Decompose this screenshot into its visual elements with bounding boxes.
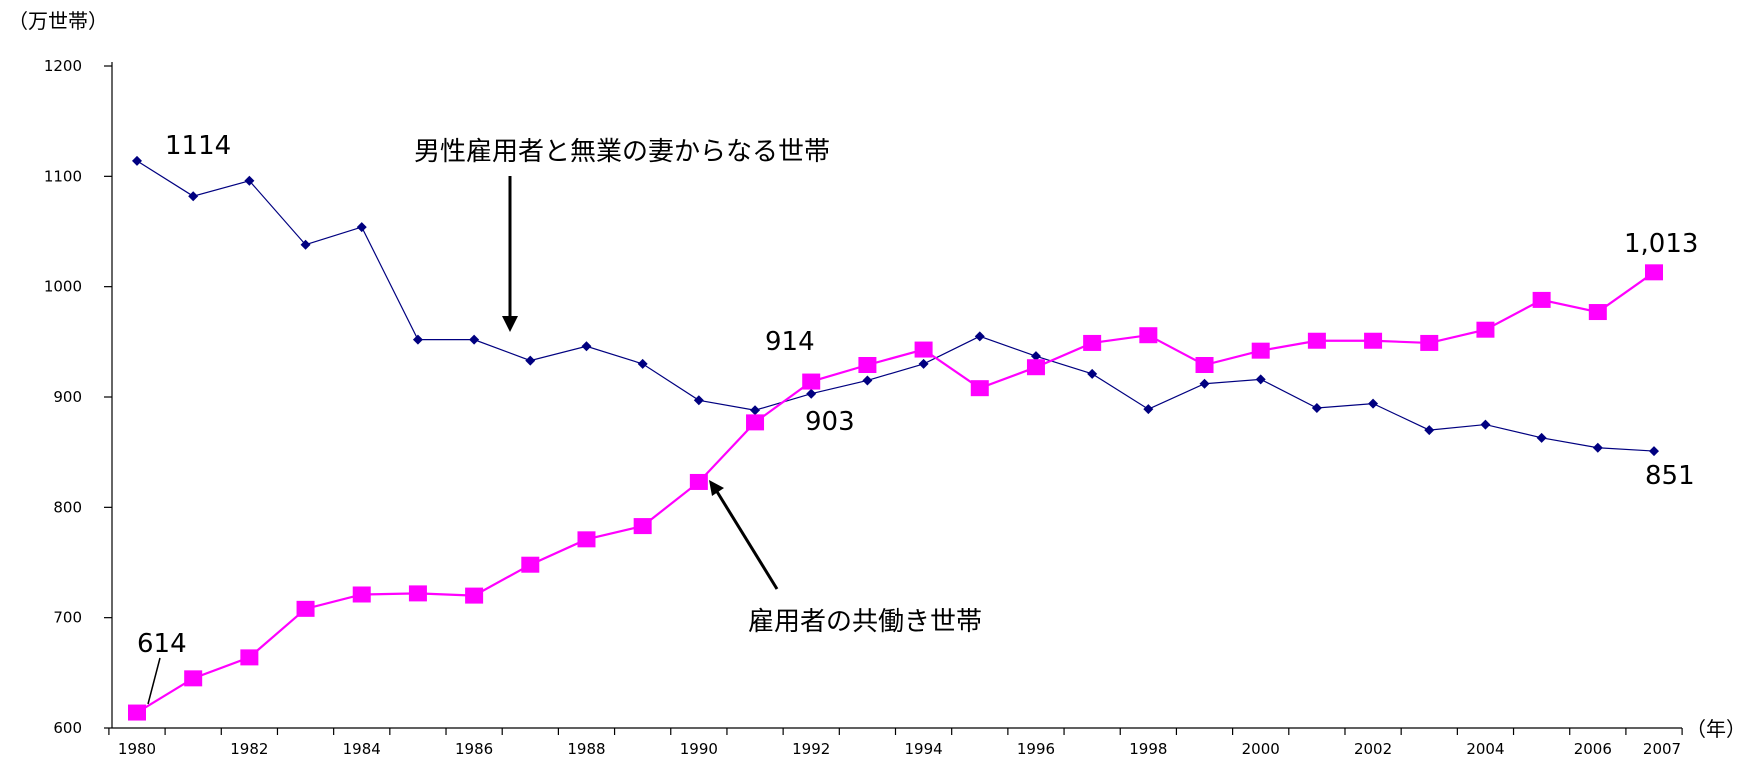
- point-housewife: [1199, 378, 1210, 389]
- x-tick-label: 1980: [118, 740, 156, 758]
- x-tick-label: 1992: [792, 740, 830, 758]
- point-dualincome: [1195, 357, 1214, 374]
- point-housewife: [1087, 368, 1098, 379]
- point-housewife: [469, 334, 480, 345]
- point-dualincome: [521, 556, 540, 573]
- point-dualincome: [1645, 264, 1663, 281]
- x-ticks: 1980 1982 1984 1986 1988 1990 1992 1994 1996 1998…: [108, 728, 1683, 758]
- series-line-dualincome: [136, 271, 1655, 714]
- point-housewife: [1649, 446, 1659, 457]
- data-label-leader-614: [147, 657, 161, 705]
- point-dualincome: [577, 531, 596, 548]
- y-ticks: 600 700 800 900 1000 1100 1200: [44, 57, 112, 737]
- annotation-arrow-dualincome: [714, 489, 779, 590]
- annotation-arrowhead-housewife: [502, 316, 518, 332]
- series-layer: [128, 155, 1663, 721]
- point-housewife: [132, 155, 142, 166]
- point-dualincome: [802, 373, 821, 390]
- x-tick-label: 1984: [343, 740, 381, 758]
- point-housewife: [750, 405, 761, 416]
- point-housewife: [918, 358, 929, 369]
- point-housewife: [1424, 425, 1435, 436]
- x-tick-label: 2000: [1242, 740, 1280, 758]
- point-housewife: [637, 358, 648, 369]
- data-label-1980-dualincome: 614: [137, 629, 187, 659]
- point-housewife: [806, 388, 817, 399]
- point-housewife: [1143, 404, 1154, 415]
- x-tick-label: 1998: [1129, 740, 1167, 758]
- annotation-arrowhead-dualincome: [709, 480, 724, 496]
- point-dualincome: [408, 585, 427, 602]
- series-line-housewife: [136, 160, 1655, 452]
- point-housewife: [1592, 442, 1603, 453]
- data-label-1980-housewife: 1114: [165, 131, 231, 161]
- x-tick-label: 2004: [1466, 740, 1504, 758]
- point-dualincome: [1532, 291, 1551, 308]
- point-dualincome: [1588, 304, 1607, 321]
- point-housewife: [188, 191, 199, 202]
- point-housewife: [974, 331, 985, 342]
- y-unit-label: （万世帯）: [8, 9, 108, 33]
- x-unit-label: （年）: [1686, 717, 1746, 741]
- y-tick-label: 600: [53, 719, 82, 737]
- point-dualincome: [184, 670, 203, 687]
- point-dualincome: [240, 649, 259, 666]
- point-dualincome: [1307, 332, 1326, 349]
- point-housewife: [1255, 374, 1266, 385]
- x-tick-label: 2007: [1643, 740, 1681, 758]
- annotation-housewife-households: 男性雇用者と無業の妻からなる世帯: [414, 137, 830, 167]
- point-housewife: [1311, 403, 1322, 414]
- point-housewife: [1368, 398, 1379, 409]
- point-dualincome: [633, 518, 652, 535]
- point-dualincome: [128, 704, 146, 721]
- point-dualincome: [746, 414, 765, 431]
- point-dualincome: [858, 357, 877, 374]
- y-tick-label: 800: [53, 498, 82, 516]
- point-dualincome: [352, 586, 371, 603]
- x-tick-label: 1996: [1017, 740, 1055, 758]
- point-dualincome: [296, 600, 315, 617]
- x-tick-label: 1988: [567, 740, 605, 758]
- data-label-1992-housewife: 903: [805, 407, 855, 437]
- point-dualincome: [689, 473, 708, 490]
- x-tick-label: 2002: [1354, 740, 1392, 758]
- y-tick-label: 1100: [44, 167, 82, 185]
- point-housewife: [525, 355, 536, 366]
- y-tick-label: 700: [53, 609, 82, 627]
- x-tick-label: 1990: [680, 740, 718, 758]
- point-dualincome: [1083, 334, 1102, 351]
- point-housewife: [862, 375, 873, 386]
- point-housewife: [244, 175, 255, 186]
- x-tick-label: 1986: [455, 740, 493, 758]
- point-dualincome: [465, 587, 484, 604]
- point-dualincome: [1251, 342, 1270, 359]
- y-tick-label: 900: [53, 388, 82, 406]
- data-label-2007-housewife: 851: [1645, 461, 1695, 491]
- annotation-dualincome-households: 雇用者の共働き世帯: [748, 607, 982, 637]
- point-dualincome: [1139, 327, 1158, 344]
- point-housewife: [581, 341, 592, 352]
- point-housewife: [356, 222, 367, 233]
- x-tick-label: 1982: [230, 740, 268, 758]
- point-housewife: [1030, 351, 1041, 362]
- y-tick-label: 1200: [44, 57, 82, 75]
- point-dualincome: [1026, 359, 1045, 376]
- x-tick-label: 2006: [1574, 740, 1612, 758]
- y-tick-label: 1000: [44, 278, 82, 296]
- point-dualincome: [1476, 321, 1495, 338]
- x-tick-label: 1994: [904, 740, 942, 758]
- point-dualincome: [914, 341, 933, 358]
- point-dualincome: [1420, 334, 1439, 351]
- point-housewife: [412, 334, 423, 345]
- point-housewife: [300, 239, 311, 250]
- point-dualincome: [1364, 332, 1383, 349]
- data-label-1992-dualincome: 914: [765, 327, 815, 357]
- point-dualincome: [970, 380, 989, 397]
- point-housewife: [1536, 432, 1547, 443]
- point-housewife: [1480, 419, 1491, 430]
- data-label-2007-dualincome: 1,013: [1624, 229, 1698, 259]
- point-housewife: [693, 395, 704, 406]
